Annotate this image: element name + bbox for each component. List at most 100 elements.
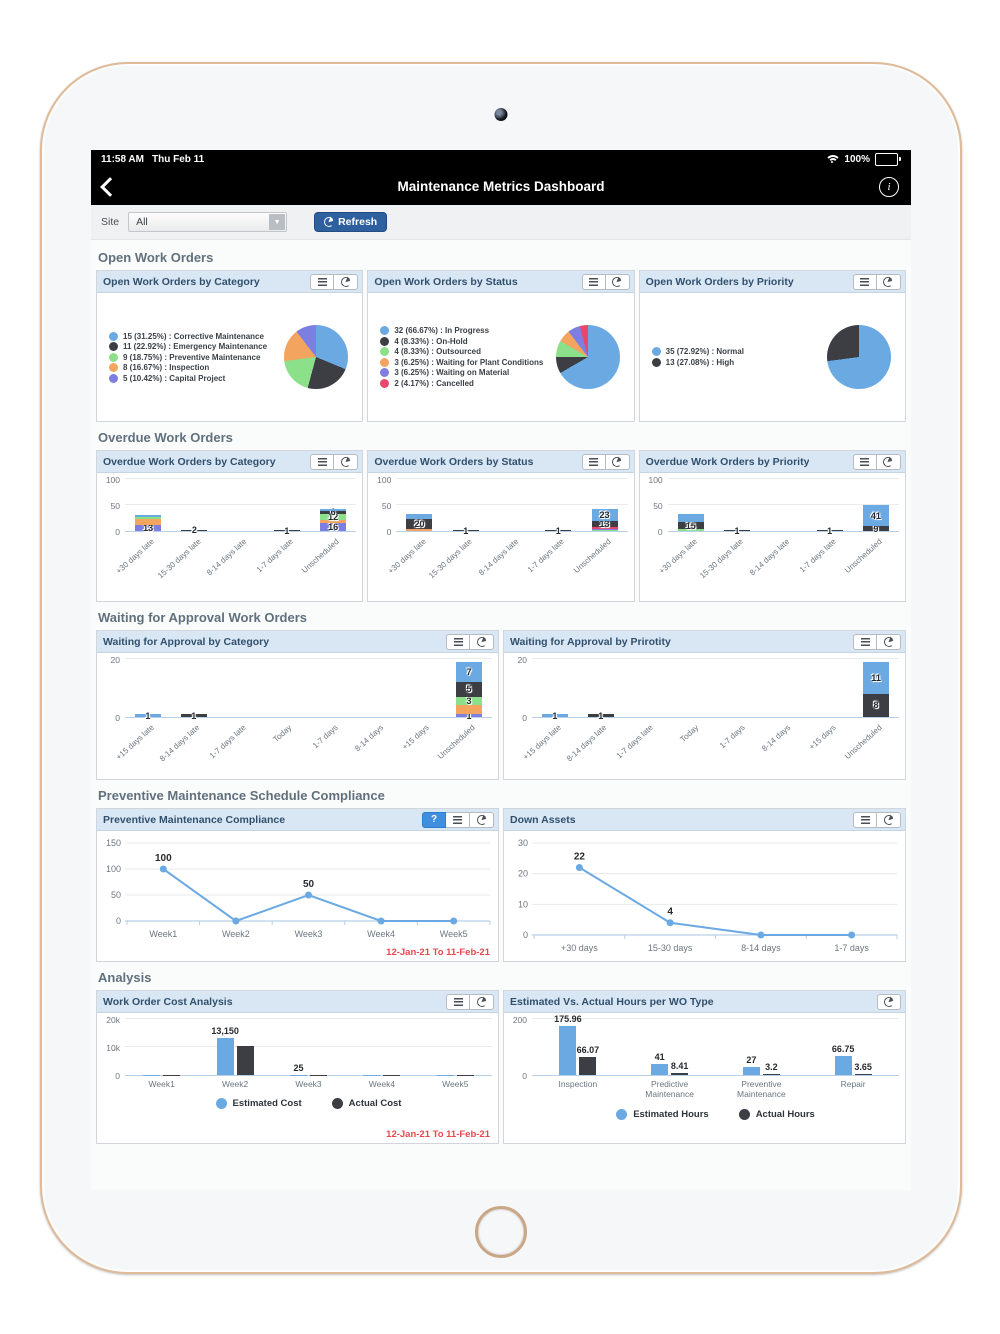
panel-title: Open Work Orders by Category: [103, 275, 260, 288]
svg-text:Week4: Week4: [367, 929, 395, 939]
bar: 3.2: [762, 1062, 780, 1075]
legend-item: Estimated Hours: [616, 1109, 709, 1120]
site-select[interactable]: All ▼: [128, 212, 288, 232]
legend-dot: [109, 342, 118, 351]
date-range-label: 12-Jan-21 To 11-Feb-21: [386, 947, 490, 958]
bar: [310, 1074, 328, 1075]
list-view-button[interactable]: [581, 273, 606, 290]
bar: 8.41: [671, 1061, 688, 1075]
list-view-button[interactable]: [853, 811, 877, 828]
filter-toolbar: Site All ▼ Refresh: [91, 205, 911, 240]
pie-chart: 32 (66.67%) : In Progress 4 (8.33%) : On-…: [368, 293, 633, 421]
bar-segment: 13: [591, 519, 618, 529]
list-view-button[interactable]: [446, 633, 470, 650]
bar-segment: 12: [320, 512, 347, 522]
legend-dot: [109, 352, 118, 362]
list-icon: [453, 637, 463, 646]
stacked-bar: 16 12 6: [320, 507, 347, 532]
bar-slot: 1: [535, 479, 581, 536]
legend-item: 3 (6.25%) : Waiting on Material: [380, 368, 555, 378]
refresh-chart-button[interactable]: [605, 453, 630, 470]
x-axis-label: 1-7 days: [717, 723, 747, 751]
legend-dot: [616, 1109, 628, 1120]
bar-value-label: 1: [466, 710, 472, 721]
list-view-button[interactable]: [852, 273, 877, 290]
bar-segment: [135, 516, 162, 519]
legend-dot: [380, 347, 390, 357]
bar-slot: [716, 659, 762, 717]
bar-value-label: 27: [746, 1055, 757, 1066]
bar-segment: 1: [134, 711, 161, 721]
bar-segment: [320, 520, 347, 523]
bar-value-label: 23: [599, 509, 610, 520]
legend-item: Estimated Cost: [215, 1098, 302, 1109]
bar-slot: [217, 659, 263, 717]
refresh-chart-button[interactable]: [470, 633, 494, 650]
refresh-chart-button[interactable]: [877, 993, 901, 1010]
stacked-bar: 1: [545, 526, 572, 536]
bar: 66.07: [577, 1045, 599, 1075]
list-view-button[interactable]: [446, 993, 470, 1010]
stacked-bar-chart: 0 20 1 1 8 11 +15 days late 8-14 days late 1-7 d…: [504, 653, 905, 764]
dashboard-content: Site All ▼ Refresh Open Work Orders: [91, 205, 911, 1190]
list-view-button[interactable]: [310, 453, 335, 470]
list-view-button[interactable]: [581, 453, 606, 470]
refresh-chart-button[interactable]: [876, 453, 901, 470]
x-axis-label: Predictive Maintenance: [645, 1079, 694, 1100]
bar-value-label: 1: [734, 525, 740, 536]
battery-percent: 100%: [844, 153, 870, 165]
list-view-button[interactable]: [310, 273, 335, 290]
list-view-button[interactable]: [852, 453, 877, 470]
list-view-button[interactable]: [446, 811, 470, 828]
refresh-icon: [882, 635, 895, 648]
bar-slot: [309, 659, 355, 717]
panel-pm-compliance: Preventive Maintenance Compliance ? 0 50 1…: [96, 808, 499, 962]
legend-item: 35 (72.92%) : Normal: [651, 347, 827, 357]
date: Thu Feb 11: [151, 153, 205, 165]
bar-slot: 1: [125, 659, 171, 721]
help-button[interactable]: ?: [422, 811, 446, 828]
bar-value-label: 1: [284, 525, 290, 536]
refresh-chart-button[interactable]: [470, 811, 494, 828]
svg-text:+30 days: +30 days: [561, 943, 598, 953]
refresh-button[interactable]: Refresh: [314, 212, 388, 232]
info-button[interactable]: i: [879, 177, 899, 197]
legend-dot: [380, 357, 390, 367]
bar-slot: [624, 659, 670, 717]
refresh-icon: [475, 635, 488, 648]
refresh-chart-button[interactable]: [605, 273, 630, 290]
legend-item: 8 (16.67%) : Inspection: [109, 363, 284, 372]
bar-slot: [807, 659, 853, 717]
panel-open-by-category: Open Work Orders by Category 15 (31.25%)…: [96, 270, 364, 422]
bar-slot: [354, 659, 400, 717]
legend-item: 4 (8.33%) : Outsourced: [380, 347, 555, 357]
list-icon: [453, 997, 463, 1006]
status-bar: 11:58 AM Thu Feb 11 100%: [91, 150, 911, 168]
refresh-icon: [475, 813, 488, 826]
x-axis-label: +30 days late: [114, 537, 157, 576]
refresh-chart-button[interactable]: [334, 273, 359, 290]
refresh-chart-button[interactable]: [876, 273, 901, 290]
list-view-button[interactable]: [853, 633, 877, 650]
section-title-waiting: Waiting for Approval Work Orders: [98, 610, 307, 625]
section-title-analysis: Analysis: [98, 970, 152, 985]
bar: 175.96: [554, 1014, 582, 1075]
refresh-chart-button[interactable]: [334, 453, 359, 470]
stacked-bar: 2: [181, 525, 208, 535]
bar-slot: 2: [171, 479, 217, 535]
refresh-chart-button[interactable]: [470, 993, 494, 1010]
bar-segment: [591, 527, 618, 529]
bar-segment: [135, 518, 162, 526]
refresh-chart-button[interactable]: [877, 633, 901, 650]
svg-text:150: 150: [106, 838, 121, 848]
list-icon: [589, 277, 599, 286]
panel-open-by-status: Open Work Orders by Status 32 (66.67%) :…: [367, 270, 635, 422]
bar-slot: [760, 479, 806, 531]
home-button[interactable]: [475, 1206, 527, 1258]
svg-text:Week1: Week1: [149, 929, 177, 939]
bar-value-label: 175.96: [554, 1013, 582, 1024]
bar-slot: 27 3.2: [716, 1019, 808, 1075]
stacked-bar: 15: [677, 513, 704, 531]
refresh-chart-button[interactable]: [877, 811, 901, 828]
